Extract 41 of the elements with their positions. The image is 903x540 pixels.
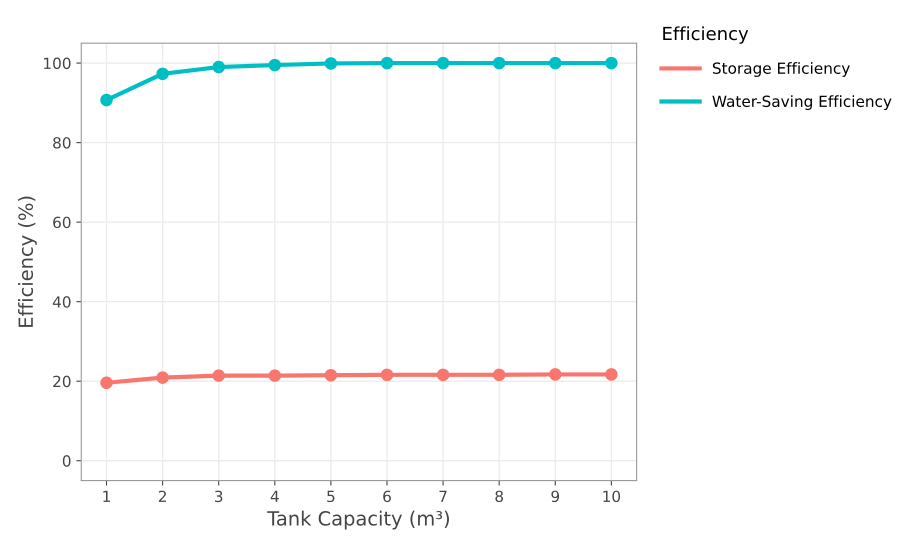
- point: [549, 368, 562, 381]
- point: [156, 68, 169, 80]
- x-axis-title: Tank Capacity (m³): [267, 510, 449, 530]
- point: [100, 376, 113, 390]
- point: [100, 94, 113, 106]
- point: [268, 58, 282, 72]
- x-tick-label: 1: [103, 490, 110, 502]
- point: [380, 368, 394, 382]
- x-tick-label: 10: [603, 490, 620, 502]
- x-tick-label: 2: [158, 490, 166, 502]
- point: [605, 368, 618, 381]
- y-tick-label: 60: [53, 216, 71, 228]
- legend-title: Efficiency: [663, 26, 748, 44]
- point: [156, 371, 169, 384]
- y-tick-label: 0: [62, 455, 71, 467]
- x-tick-label: 3: [215, 490, 222, 502]
- point: [605, 56, 618, 70]
- y-tick-label: 20: [53, 376, 71, 388]
- x-tick-label: 4: [270, 490, 279, 502]
- legend-label: Storage Efficiency: [712, 62, 850, 77]
- point: [324, 368, 338, 382]
- point: [492, 368, 506, 382]
- point: [212, 369, 225, 382]
- point: [268, 369, 282, 382]
- x-tick-label: 9: [551, 490, 560, 502]
- legend-label: Water-Saving Efficiency: [712, 95, 892, 110]
- x-tick-label: 6: [383, 490, 391, 502]
- point: [492, 56, 506, 70]
- y-tick-label: 100: [44, 58, 71, 70]
- point: [380, 56, 394, 70]
- point: [212, 60, 225, 74]
- point: [549, 56, 562, 70]
- y-tick-label: 80: [53, 137, 71, 149]
- x-tick-label: 8: [495, 490, 503, 502]
- x-tick-label: 5: [327, 490, 334, 502]
- point: [436, 56, 450, 70]
- y-axis-title: Efficiency (%): [18, 196, 37, 327]
- x-tick-label: 7: [439, 490, 447, 502]
- point: [436, 368, 450, 382]
- y-tick-label: 40: [52, 296, 71, 308]
- point: [324, 57, 338, 70]
